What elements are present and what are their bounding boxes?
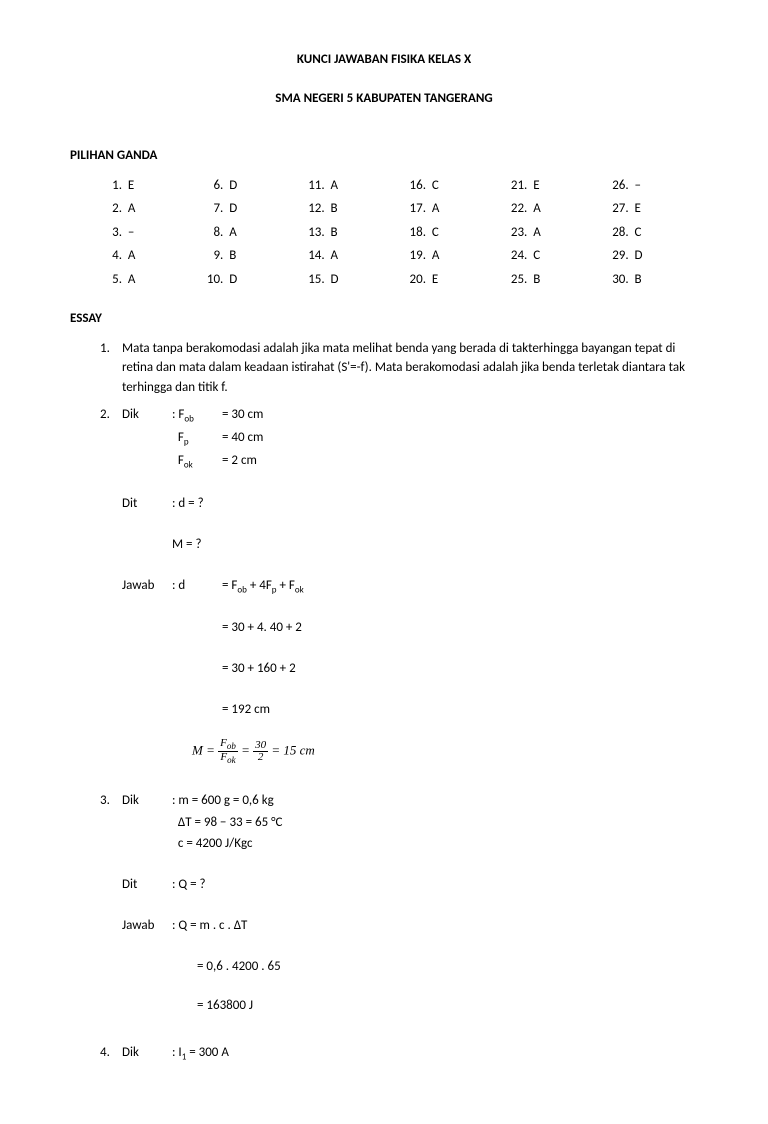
essay-item-4: 4. Dik : I1 = 300 A: [100, 1043, 698, 1066]
label-jawab: Jawab: [122, 916, 172, 936]
mc-answer: 6. D: [201, 176, 292, 196]
mc-answer-grid: 1. E 6. D 11. A 16. C 21. E 26. – 2. A 7. D 12. …: [100, 176, 698, 290]
mc-answer: 17. A: [404, 199, 495, 219]
val-fok: = 2 cm: [222, 451, 698, 472]
essay-list: 1. Mata tanpa berakomodasi adalah jika m…: [100, 339, 698, 1067]
mc-answer: 22. A: [505, 199, 596, 219]
eq-q: : Q = m . c . ΔT: [172, 916, 698, 936]
mc-answer: 2. A: [100, 199, 191, 219]
val-i1: : I1 = 300 A: [172, 1043, 698, 1064]
essay-item-3: 3. Dik : m = 600 g = 0,6 kg ΔT = 98 − 33…: [100, 791, 698, 1016]
essay-num: 2.: [100, 405, 122, 783]
val-c: c = 4200 J/Kgc: [172, 834, 698, 854]
label-dit: Dit: [122, 494, 172, 514]
mc-answer: 29. D: [607, 246, 698, 266]
label-jawab: Jawab: [122, 576, 172, 597]
essay-body: Dik : I1 = 300 A: [122, 1043, 698, 1066]
sym-fob: : Fob: [172, 405, 222, 426]
essay-num: 1.: [100, 339, 122, 398]
essay-item-2: 2. Dik : Fob = 30 cm Fp = 40 cm Fok = 2 …: [100, 405, 698, 783]
formula-M: M = FobFok = 302 = 15 cm: [192, 738, 698, 765]
val-dit: : Q = ?: [172, 875, 698, 895]
eq-line-4: = 192 cm: [222, 700, 698, 720]
mc-answer: 16. C: [404, 176, 495, 196]
essay-text: Mata tanpa berakomodasi adalah jika mata…: [122, 339, 698, 398]
mc-answer: 21. E: [505, 176, 596, 196]
val-dit: : d = ?: [172, 494, 698, 514]
eq-line-3: = 163800 J: [197, 996, 698, 1016]
sym-d: : d: [172, 576, 222, 597]
mc-answer: 25. B: [505, 270, 596, 290]
mc-answer: 19. A: [404, 246, 495, 266]
val-mq: M = ?: [172, 535, 698, 555]
val-m: : m = 600 g = 0,6 kg: [172, 791, 698, 811]
eq-line-2: = 0,6 . 4200 . 65: [197, 957, 698, 977]
mc-answer: 3. –: [100, 223, 191, 243]
mc-answer: 18. C: [404, 223, 495, 243]
mc-answer: 8. A: [201, 223, 292, 243]
mc-answer: 10. D: [201, 270, 292, 290]
essay-item-1: 1. Mata tanpa berakomodasi adalah jika m…: [100, 339, 698, 398]
label-dik: Dik: [122, 405, 172, 426]
label-dit: Dit: [122, 875, 172, 895]
eq-line-3: = 30 + 160 + 2: [222, 659, 698, 679]
val-fob: = 30 cm: [222, 405, 698, 426]
val-fp: = 40 cm: [222, 428, 698, 449]
essay-num: 3.: [100, 791, 122, 1016]
mc-answer: 27. E: [607, 199, 698, 219]
mc-answer: 4. A: [100, 246, 191, 266]
mc-answer: 24. C: [505, 246, 596, 266]
mc-answer: 15. D: [303, 270, 394, 290]
mc-answer: 9. B: [201, 246, 292, 266]
label-dik: Dik: [122, 791, 172, 811]
mc-answer: 14. A: [303, 246, 394, 266]
sym-fok: Fok: [172, 451, 222, 472]
section-essay-title: ESSAY: [70, 309, 698, 329]
mc-answer: 26. –: [607, 176, 698, 196]
mc-answer: 13. B: [303, 223, 394, 243]
mc-answer: 28. C: [607, 223, 698, 243]
essay-body: Dik : Fob = 30 cm Fp = 40 cm Fok = 2 cm …: [122, 405, 698, 783]
label-dik: Dik: [122, 1043, 172, 1064]
mc-answer: 11. A: [303, 176, 394, 196]
mc-answer: 30. B: [607, 270, 698, 290]
mc-answer: 1. E: [100, 176, 191, 196]
essay-body: Dik : m = 600 g = 0,6 kg ΔT = 98 − 33 = …: [122, 791, 698, 1016]
eq-line-1: = Fob + 4Fp + Fok: [222, 576, 698, 597]
doc-title: KUNCI JAWABAN FISIKA KELAS X: [70, 50, 698, 70]
section-mc-title: PILIHAN GANDA: [70, 146, 698, 166]
mc-answer: 20. E: [404, 270, 495, 290]
sym-fp: Fp: [172, 428, 222, 449]
mc-answer: 5. A: [100, 270, 191, 290]
doc-subtitle: SMA NEGERI 5 KABUPATEN TANGERANG: [70, 89, 698, 109]
eq-line-2: = 30 + 4. 40 + 2: [222, 618, 698, 638]
mc-answer: 7. D: [201, 199, 292, 219]
essay-num: 4.: [100, 1043, 122, 1066]
val-dt: ΔT = 98 − 33 = 65 °C: [172, 813, 698, 833]
mc-answer: 23. A: [505, 223, 596, 243]
mc-answer: 12. B: [303, 199, 394, 219]
